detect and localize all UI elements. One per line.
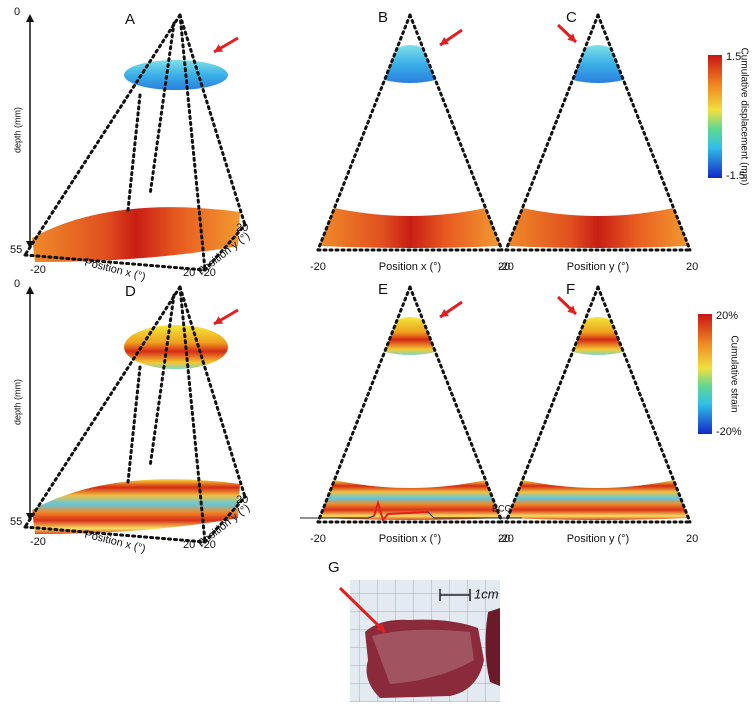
depth-tick: 55 xyxy=(10,516,22,528)
depth-tick: 55 xyxy=(10,244,22,256)
depth-label: depth (mm) xyxy=(12,107,22,153)
x-tick: -20 xyxy=(498,533,514,545)
x-label: Position y (°) xyxy=(567,261,629,273)
depth-tick: 0 xyxy=(14,6,20,18)
x-tick: 20 xyxy=(686,261,698,273)
panel-letter: A xyxy=(125,11,135,28)
colorbar-tick: 20% xyxy=(716,310,738,322)
panel-letter: C xyxy=(566,9,577,26)
x-tick: 20 xyxy=(686,533,698,545)
depth-label: depth (mm) xyxy=(12,379,22,425)
ecg-label: ECG xyxy=(492,503,512,513)
slab xyxy=(32,479,240,534)
axis-arrow xyxy=(26,286,34,294)
dotted-edge xyxy=(128,367,140,482)
x-tick: 20 xyxy=(183,267,195,279)
axis-arrow xyxy=(26,14,34,22)
band xyxy=(508,480,689,520)
x-tick: -20 xyxy=(498,261,514,273)
x-tick: -20 xyxy=(310,533,326,545)
x-label: Position x (°) xyxy=(379,261,441,273)
colorbar xyxy=(698,314,712,434)
panel-letter: B xyxy=(378,9,388,26)
x-label: Position x (°) xyxy=(83,529,147,556)
x-label: Position y (°) xyxy=(567,533,629,545)
slab xyxy=(32,207,240,262)
colorbar xyxy=(708,55,722,178)
dotted-edge xyxy=(128,95,140,210)
panel-letter: E xyxy=(378,281,388,298)
x-tick: -20 xyxy=(310,261,326,273)
dotted-edge xyxy=(180,15,245,225)
cap xyxy=(573,45,624,83)
band xyxy=(320,208,501,248)
colorbar-tick: -20% xyxy=(716,426,742,438)
figure: 0 55 depth (mm) A -20 20 Position x (°) -20 20 Po… xyxy=(0,0,752,708)
depth-tick: 0 xyxy=(14,278,20,290)
x-label: Position x (°) xyxy=(83,257,147,284)
cap xyxy=(385,45,436,83)
x-tick: -20 xyxy=(30,536,46,548)
colorbar-title: Cumulative strain xyxy=(728,335,739,412)
scale-label: 1cm xyxy=(474,586,499,601)
panel-letter: F xyxy=(566,281,575,298)
panel-letter: D xyxy=(125,283,136,300)
x-tick: 20 xyxy=(183,539,195,551)
colorbar-title: Cumulative displacement (mm) xyxy=(738,48,749,186)
cap xyxy=(385,317,436,355)
dotted-edge xyxy=(180,287,245,497)
x-tick: -20 xyxy=(30,264,46,276)
band xyxy=(320,480,501,520)
cap xyxy=(573,317,624,355)
dotted-edge xyxy=(150,23,174,195)
x-label: Position x (°) xyxy=(379,533,441,545)
page: {"figure": { "top_row": { "depth_axis": … xyxy=(0,0,752,708)
dotted-edge xyxy=(150,295,174,467)
panel-letter: G xyxy=(328,559,340,576)
band xyxy=(508,208,689,248)
